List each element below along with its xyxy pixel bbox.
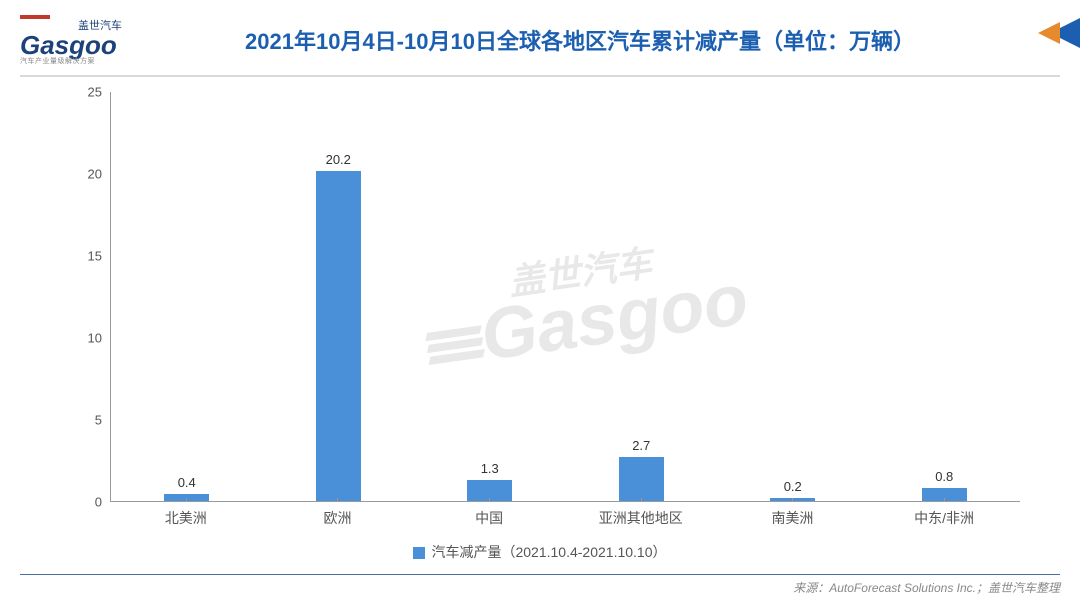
legend-swatch [413, 547, 425, 559]
y-tick: 10 [88, 331, 102, 346]
bar-value-label: 0.4 [178, 475, 196, 490]
header: 盖世汽车 Gasgoo 汽车产业量级解决方案 2021年10月4日-10月10日… [20, 0, 1060, 77]
bar-value-label: 2.7 [632, 438, 650, 453]
bar-group: 20.2 [275, 92, 402, 501]
footer-source: 来源：AutoForecast Solutions Inc.；盖世汽车整理 [20, 574, 1060, 596]
arrow-decor-icon [1020, 18, 1080, 48]
x-axis: 北美洲欧洲中国亚洲其他地区南美洲中东/非洲 [110, 502, 1020, 532]
bar-chart: 0510152025 0.420.21.32.70.20.8 北美洲欧洲中国亚洲… [80, 92, 1020, 532]
y-axis: 0510152025 [80, 92, 110, 502]
legend-label: 汽车减产量（2021.10.4-2021.10.10） [431, 544, 666, 560]
bar-value-label: 0.8 [935, 469, 953, 484]
bar [619, 457, 664, 501]
y-tick: 5 [95, 413, 102, 428]
bar-value-label: 0.2 [784, 479, 802, 494]
y-tick: 25 [88, 85, 102, 100]
x-label: 南美洲 [729, 502, 856, 532]
bar [316, 171, 361, 501]
bar-group: 0.4 [123, 92, 250, 501]
x-label: 中东/非洲 [880, 502, 1007, 532]
y-tick: 15 [88, 249, 102, 264]
legend: 汽车减产量（2021.10.4-2021.10.10） [0, 542, 1080, 562]
logo: 盖世汽车 Gasgoo 汽车产业量级解决方案 [20, 15, 130, 65]
plot-area: 0.4 20.2 1.3 2.7 0.2 0.8 [110, 92, 1020, 502]
logo-en: Gasgoo [20, 32, 130, 58]
x-label: 北美洲 [122, 502, 249, 532]
x-label: 中国 [425, 502, 552, 532]
x-label: 欧洲 [274, 502, 401, 532]
bars-container: 0.4 20.2 1.3 2.7 0.2 0.8 [111, 92, 1020, 501]
bar-value-label: 20.2 [326, 152, 351, 167]
bar-group: 2.7 [578, 92, 705, 501]
y-tick: 0 [95, 495, 102, 510]
x-label: 亚洲其他地区 [577, 502, 704, 532]
y-tick: 20 [88, 167, 102, 182]
page-title: 2021年10月4日-10月10日全球各地区汽车累计减产量（单位：万辆） [160, 24, 1060, 56]
bar-group: 0.2 [729, 92, 856, 501]
bar-value-label: 1.3 [481, 461, 499, 476]
bar-group: 1.3 [426, 92, 553, 501]
bar-group: 0.8 [881, 92, 1008, 501]
